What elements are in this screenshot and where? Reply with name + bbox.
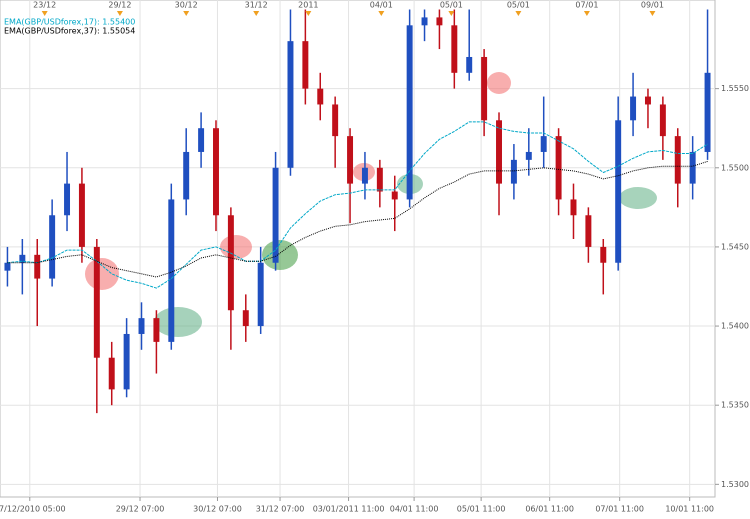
candle-body: [466, 56, 473, 73]
x-tick-label: 30/12 07:00: [193, 505, 242, 514]
candle-body: [227, 215, 234, 311]
candle-body: [615, 120, 622, 263]
top-date-label: 05/01: [440, 1, 463, 10]
x-tick-label: 27/12/2010 05:00: [0, 505, 66, 514]
candle-body: [123, 333, 130, 390]
y-tick-label: 1.5300: [721, 480, 749, 489]
top-date-label: 07/01: [575, 1, 598, 10]
y-tick-label: 1.5500: [721, 163, 749, 172]
candle-body: [4, 262, 11, 271]
candle-body: [78, 183, 85, 247]
candle-body: [644, 96, 651, 105]
legend-entry: EMA(GBP/USDforex,37): 1.55054: [4, 27, 135, 36]
candle-body: [183, 151, 190, 200]
top-date-label: 31/12: [245, 1, 268, 10]
candle-body: [64, 183, 71, 216]
candle-body: [451, 25, 458, 73]
candle-body: [704, 72, 711, 152]
x-tick-label: 05/01 11:00: [457, 505, 506, 514]
top-date-label: 09/01: [641, 1, 664, 10]
buy-zone: [619, 187, 657, 209]
candle-body: [347, 136, 354, 184]
candle-body: [257, 262, 264, 327]
candle-body: [510, 159, 517, 184]
candle-body: [674, 136, 681, 184]
candle-body: [406, 25, 413, 200]
y-tick-label: 1.5350: [721, 401, 749, 410]
candle-body: [19, 254, 26, 263]
candle-body: [496, 120, 502, 184]
x-tick-label: 29/12 07:00: [116, 505, 165, 514]
candle-body: [391, 191, 398, 200]
top-date-label: 29/12: [108, 1, 131, 10]
top-date-marker: [448, 11, 455, 16]
candle-body: [287, 41, 294, 168]
top-date-marker: [378, 11, 385, 16]
candle-body: [361, 167, 368, 184]
candle-body: [540, 136, 547, 152]
candle-body: [689, 151, 696, 184]
candle-body: [49, 215, 56, 279]
x-tick-label: 04/01 11:00: [390, 505, 439, 514]
y-tick-label: 1.5550: [721, 84, 749, 93]
top-date-marker: [583, 11, 590, 16]
top-date-label: 23/12: [33, 1, 56, 10]
candle-body: [659, 104, 666, 137]
grid: [0, 0, 715, 497]
top-date-label: 05/01: [507, 1, 530, 10]
top-date-marker: [305, 11, 312, 16]
candle-body: [481, 56, 488, 121]
candle-body: [108, 357, 115, 390]
candle-body: [585, 215, 592, 247]
candle-body: [555, 136, 562, 200]
candle-body: [93, 246, 100, 358]
sell-zone: [487, 72, 511, 94]
y-tick-label: 1.5400: [721, 322, 749, 331]
candle-body: [168, 199, 175, 342]
top-date-label: 30/12: [175, 1, 198, 10]
candle-body: [421, 17, 428, 26]
candle-body: [198, 128, 205, 152]
top-date-label: 2011: [298, 1, 318, 10]
buy-zone: [262, 240, 298, 270]
sell-zone: [85, 258, 119, 290]
candle-body: [34, 254, 41, 279]
x-tick-label: 07/01 11:00: [595, 505, 644, 514]
y-tick-label: 1.5450: [721, 242, 749, 251]
top-date-marker: [41, 11, 48, 16]
candle-body: [376, 167, 383, 192]
top-date-marker: [253, 11, 260, 16]
top-date-marker: [649, 11, 656, 16]
top-date-marker: [116, 11, 123, 16]
candle-body: [272, 167, 279, 263]
candle-body: [600, 246, 607, 263]
candle-body: [570, 199, 577, 216]
candle-body: [317, 88, 324, 105]
marks: [4, 9, 711, 414]
candle-body: [213, 128, 219, 216]
candle-body: [302, 41, 309, 89]
x-tick-label: 03/01/2011 11:00: [313, 505, 385, 514]
candle-body: [630, 96, 637, 121]
ema-line: [7, 160, 708, 278]
ema-line: [7, 121, 708, 289]
plot-area: [0, 0, 716, 498]
x-tick-label: 06/01 11:00: [525, 505, 574, 514]
top-date-label: 04/01: [370, 1, 393, 10]
candle-body: [138, 318, 145, 334]
legend-entry: EMA(GBP/USDforex,17): 1.55400: [4, 18, 135, 27]
candle-body: [525, 151, 532, 160]
buy-zone: [154, 307, 202, 337]
top-date-marker: [515, 11, 522, 16]
candle-body: [332, 104, 339, 137]
candle-body: [153, 318, 160, 342]
top-date-marker: [183, 11, 190, 16]
candle-body: [436, 17, 443, 26]
x-tick-label: 10/01 11:00: [665, 505, 714, 514]
candle-body: [242, 310, 249, 327]
x-tick-label: 31/12 07:00: [256, 505, 305, 514]
